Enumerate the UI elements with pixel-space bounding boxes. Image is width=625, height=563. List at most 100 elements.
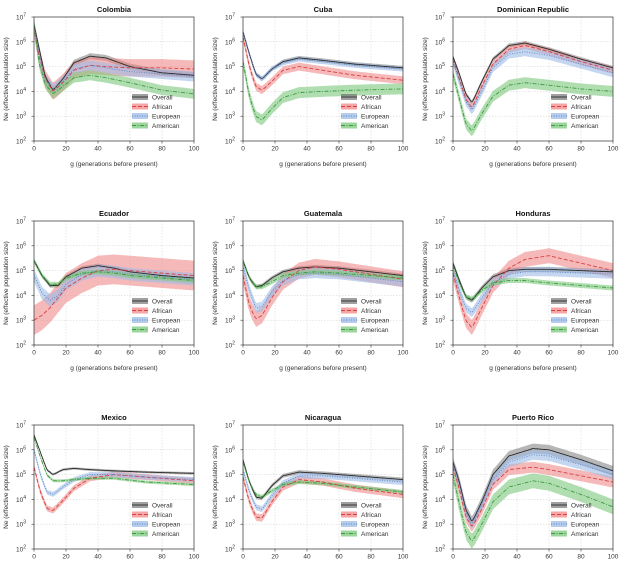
y-tick-exponent: 2 — [232, 137, 235, 143]
x-tick-label: 0 — [451, 146, 455, 153]
y-tick-exponent: 6 — [23, 445, 26, 451]
y-tick-base: 10 — [435, 547, 443, 554]
legend-label-african: African — [361, 308, 382, 315]
y-tick-label: 107 — [225, 421, 235, 430]
y-tick-exponent: 6 — [23, 37, 26, 43]
y-tick-base: 10 — [435, 472, 443, 479]
y-tick-exponent: 6 — [232, 445, 235, 451]
x-tick-label: 100 — [398, 554, 409, 561]
x-tick-label: 100 — [398, 350, 409, 357]
plot-frame — [33, 424, 195, 550]
y-tick-base: 10 — [225, 497, 233, 504]
band-european — [243, 29, 403, 82]
y-tick-base: 10 — [225, 219, 233, 226]
y-tick-base: 10 — [435, 114, 443, 121]
legend-colombia: Overall African European American — [132, 94, 181, 130]
x-tick-label: 0 — [32, 350, 36, 357]
y-axis-label: Ne (effective population size) — [422, 37, 429, 121]
y-tick-exponent: 2 — [232, 341, 235, 347]
y-tick-exponent: 5 — [232, 62, 235, 68]
y-tick-exponent: 5 — [23, 266, 26, 272]
y-tick-exponent: 4 — [442, 291, 445, 297]
x-tick-label: 20 — [62, 146, 70, 153]
y-tick-base: 10 — [16, 243, 24, 250]
legend-label-american: American — [361, 531, 389, 538]
x-tick-label: 80 — [577, 350, 585, 357]
y-tick-base: 10 — [16, 547, 24, 554]
chart-title: Ecuador — [99, 209, 129, 218]
y-tick-base: 10 — [225, 547, 233, 554]
band-european — [453, 449, 613, 529]
legend-label-overall: Overall — [571, 94, 592, 101]
y-tick-base: 10 — [16, 39, 24, 46]
band-american — [243, 56, 403, 126]
plot-area-ecuador — [34, 254, 194, 336]
x-tick-label: 80 — [158, 146, 166, 153]
legend-label-overall: Overall — [361, 94, 382, 101]
y-tick-base: 10 — [435, 423, 443, 430]
series-line-overall — [34, 434, 194, 475]
x-tick-label: 0 — [241, 146, 245, 153]
x-axis-label: g (generations before present) — [70, 161, 157, 168]
series-line-european — [34, 449, 194, 495]
x-tick-label: 40 — [303, 146, 311, 153]
y-tick-base: 10 — [225, 64, 233, 71]
y-tick-exponent: 7 — [23, 421, 26, 427]
y-tick-base: 10 — [16, 522, 24, 529]
band-american — [243, 258, 403, 290]
x-tick-label: 100 — [189, 554, 200, 561]
y-tick-label: 104 — [435, 291, 445, 300]
y-tick-exponent: 3 — [232, 316, 235, 322]
y-axis-label: Ne (effective population size) — [422, 445, 429, 529]
y-tick-label: 107 — [435, 13, 445, 22]
x-tick-label: 80 — [158, 554, 166, 561]
chart-title: Puerto Rico — [512, 413, 555, 422]
x-tick-label: 20 — [481, 146, 489, 153]
y-tick-label: 106 — [16, 37, 26, 46]
legend-label-american: American — [361, 123, 389, 130]
y-tick-base: 10 — [435, 219, 443, 226]
legend-label-american: American — [571, 123, 599, 130]
series-line-american — [453, 474, 613, 542]
x-tick-label: 100 — [608, 146, 619, 153]
legend-label-african: African — [571, 512, 592, 519]
x-tick-label: 0 — [451, 350, 455, 357]
x-tick-label: 0 — [451, 554, 455, 561]
y-tick-exponent: 2 — [442, 545, 445, 551]
x-axis-label: g (generations before present) — [279, 365, 366, 372]
y-tick-exponent: 2 — [23, 341, 26, 347]
legend-honduras: Overall African European American — [551, 298, 600, 334]
y-tick-exponent: 7 — [442, 421, 445, 427]
y-tick-label: 103 — [225, 520, 235, 529]
x-tick-label: 20 — [271, 554, 279, 561]
x-tick-label: 80 — [367, 350, 375, 357]
series-line-american — [34, 437, 194, 485]
y-tick-exponent: 7 — [232, 217, 235, 223]
series-line-overall — [34, 260, 194, 287]
x-tick-label: 40 — [513, 350, 521, 357]
x-tick-label: 20 — [271, 350, 279, 357]
y-tick-base: 10 — [435, 343, 443, 350]
band-american — [453, 68, 613, 136]
plot-area-dominican-republic — [453, 41, 613, 136]
y-tick-base: 10 — [16, 219, 24, 226]
plot-frame — [452, 16, 614, 142]
legend-label-overall: Overall — [361, 298, 382, 305]
legend-label-african: African — [571, 308, 592, 315]
y-tick-label: 102 — [16, 137, 26, 146]
y-tick-base: 10 — [16, 318, 24, 325]
x-tick-label: 60 — [545, 554, 553, 561]
y-tick-label: 102 — [435, 341, 445, 350]
y-tick-exponent: 7 — [232, 421, 235, 427]
y-axis-label: Ne (effective population size) — [212, 37, 219, 121]
band-american — [34, 258, 194, 287]
x-tick-label: 40 — [303, 554, 311, 561]
legend-guatemala: Overall African European American — [341, 298, 390, 334]
chart-title: Nicaragua — [305, 413, 342, 422]
y-tick-label: 105 — [435, 266, 445, 275]
x-axis-label: g (generations before present) — [70, 365, 157, 372]
y-tick-exponent: 5 — [232, 470, 235, 476]
series-line-american — [453, 265, 613, 300]
x-tick-label: 40 — [94, 146, 102, 153]
